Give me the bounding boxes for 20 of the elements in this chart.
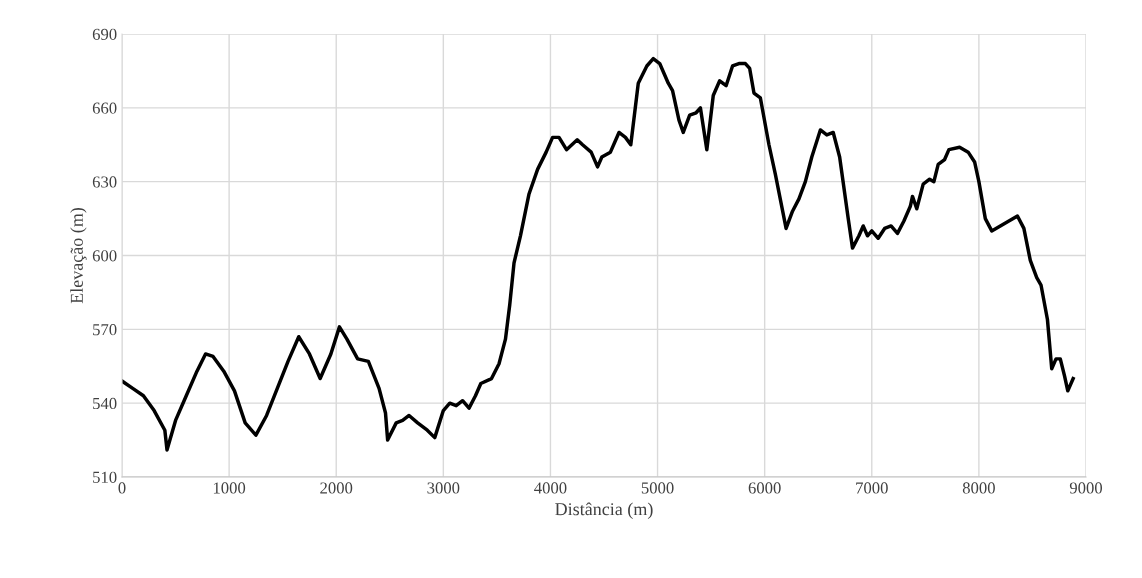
x-tick-label: 6000: [748, 482, 781, 494]
y-tick-label: 630: [92, 176, 117, 188]
y-tick-label: 660: [92, 102, 117, 114]
y-tick-label: 600: [92, 250, 117, 262]
y-tick-label: 510: [93, 471, 117, 483]
x-axis-title: Distância (m): [555, 502, 653, 519]
x-tick-label: 9000: [1069, 482, 1103, 494]
x-tick-label: 8000: [962, 482, 995, 494]
x-tick-label: 3000: [427, 482, 460, 494]
y-axis-title: Elevação (m): [70, 207, 87, 304]
x-tick-label: 0: [118, 482, 126, 494]
x-tick-label: 5000: [641, 482, 674, 494]
y-tick-label: 570: [93, 324, 117, 336]
x-tick-label: 7000: [856, 482, 888, 494]
x-tick-label: 4000: [534, 482, 567, 494]
x-tick-label: 1000: [213, 482, 246, 494]
y-tick-label: 690: [92, 28, 117, 40]
x-tick-label: 2000: [320, 482, 353, 494]
line-series: [122, 56, 1075, 452]
y-tick-label: 540: [93, 397, 117, 410]
